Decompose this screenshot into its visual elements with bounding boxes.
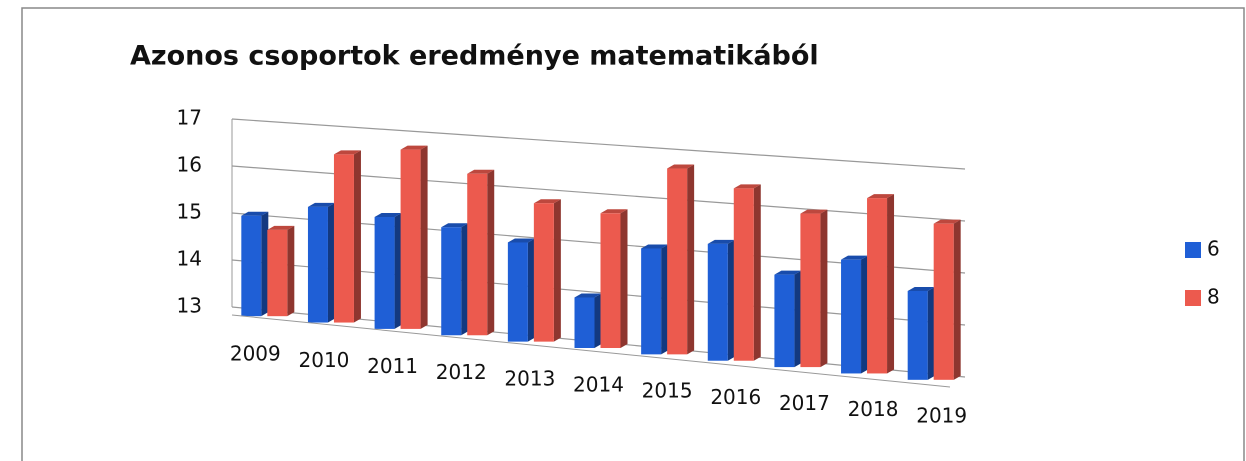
bar — [933, 223, 954, 380]
bar-top — [374, 213, 402, 218]
bar — [600, 213, 621, 348]
bar — [707, 243, 728, 361]
bar-side — [527, 238, 535, 342]
bar-side — [927, 286, 935, 380]
bar — [867, 198, 888, 374]
bar-top — [241, 211, 269, 216]
bar — [641, 248, 662, 355]
x-tick-label: 2009 — [230, 342, 281, 366]
bar-side — [820, 209, 828, 368]
x-tick-label: 2013 — [504, 366, 555, 390]
bar-top — [841, 255, 869, 260]
bar-side — [887, 194, 895, 374]
bar-top — [600, 209, 628, 214]
bar — [441, 227, 462, 336]
bar — [241, 215, 262, 317]
bar — [907, 290, 928, 380]
bar — [774, 274, 795, 368]
x-tick-label: 2010 — [299, 348, 350, 372]
bar-side — [620, 209, 628, 348]
bar — [400, 149, 421, 329]
y-tick-label: 17 — [177, 106, 202, 130]
bar — [667, 168, 688, 355]
bar-top — [400, 145, 428, 150]
bar-side — [394, 213, 402, 329]
bar — [574, 297, 595, 348]
bar — [507, 242, 528, 342]
x-tick-label: 2018 — [848, 397, 899, 421]
bar-side — [794, 270, 802, 368]
bar-top — [333, 150, 361, 155]
legend-label: 8 — [1207, 285, 1220, 309]
bar — [333, 154, 354, 323]
bar-side — [687, 164, 695, 355]
bar-side — [661, 244, 669, 355]
x-tick-label: 2012 — [436, 360, 487, 384]
bar-top — [441, 223, 469, 228]
x-tick-label: 2015 — [642, 379, 693, 403]
bar — [467, 173, 488, 336]
y-tick-label: 14 — [177, 247, 202, 271]
bar-top — [507, 238, 535, 243]
bar-side — [287, 225, 295, 317]
bar-top — [707, 239, 735, 244]
x-tick-label: 2019 — [916, 403, 967, 427]
bar-top — [641, 244, 669, 249]
legend-swatch — [1185, 290, 1201, 306]
bar-side — [353, 150, 361, 323]
y-tick-label: 13 — [177, 294, 202, 318]
bar-top — [733, 184, 761, 189]
chart-title: Azonos csoportok eredménye matematikából — [130, 41, 819, 72]
bar-side — [861, 255, 869, 374]
bar-top — [933, 219, 961, 224]
chart-frame — [21, 7, 1245, 461]
legend-label: 6 — [1207, 237, 1220, 261]
x-tick-label: 2016 — [710, 385, 761, 409]
bar — [533, 203, 554, 342]
x-tick-label: 2017 — [779, 391, 830, 415]
axis-line — [231, 314, 951, 388]
bar — [374, 217, 395, 329]
bar-top — [907, 286, 935, 291]
bar-side — [953, 219, 961, 380]
bar-side — [487, 169, 495, 336]
bar-top — [533, 199, 561, 204]
grid-line — [231, 118, 966, 170]
x-tick-label: 2014 — [573, 373, 624, 397]
x-tick-label: 2011 — [367, 354, 418, 378]
bar-top — [307, 202, 335, 207]
bar-side — [327, 202, 335, 323]
bar — [841, 259, 862, 374]
bar-top — [467, 169, 495, 174]
legend-swatch — [1185, 242, 1201, 258]
bar-side — [753, 184, 761, 361]
bar — [733, 188, 754, 361]
bar-side — [261, 211, 269, 317]
bar-side — [553, 199, 561, 342]
bar-top — [267, 225, 295, 230]
bar-side — [420, 145, 428, 329]
bar-top — [774, 270, 802, 275]
bar-side — [594, 293, 602, 348]
bar-side — [727, 239, 735, 361]
bar-top — [867, 194, 895, 199]
y-tick-label: 16 — [177, 153, 202, 177]
bar-side — [461, 223, 469, 336]
bar — [800, 213, 821, 368]
bar — [307, 206, 328, 323]
bar-top — [800, 209, 828, 214]
bar-top — [574, 293, 602, 298]
bar-top — [667, 164, 695, 169]
y-tick-label: 15 — [177, 200, 202, 224]
bar — [267, 229, 288, 317]
